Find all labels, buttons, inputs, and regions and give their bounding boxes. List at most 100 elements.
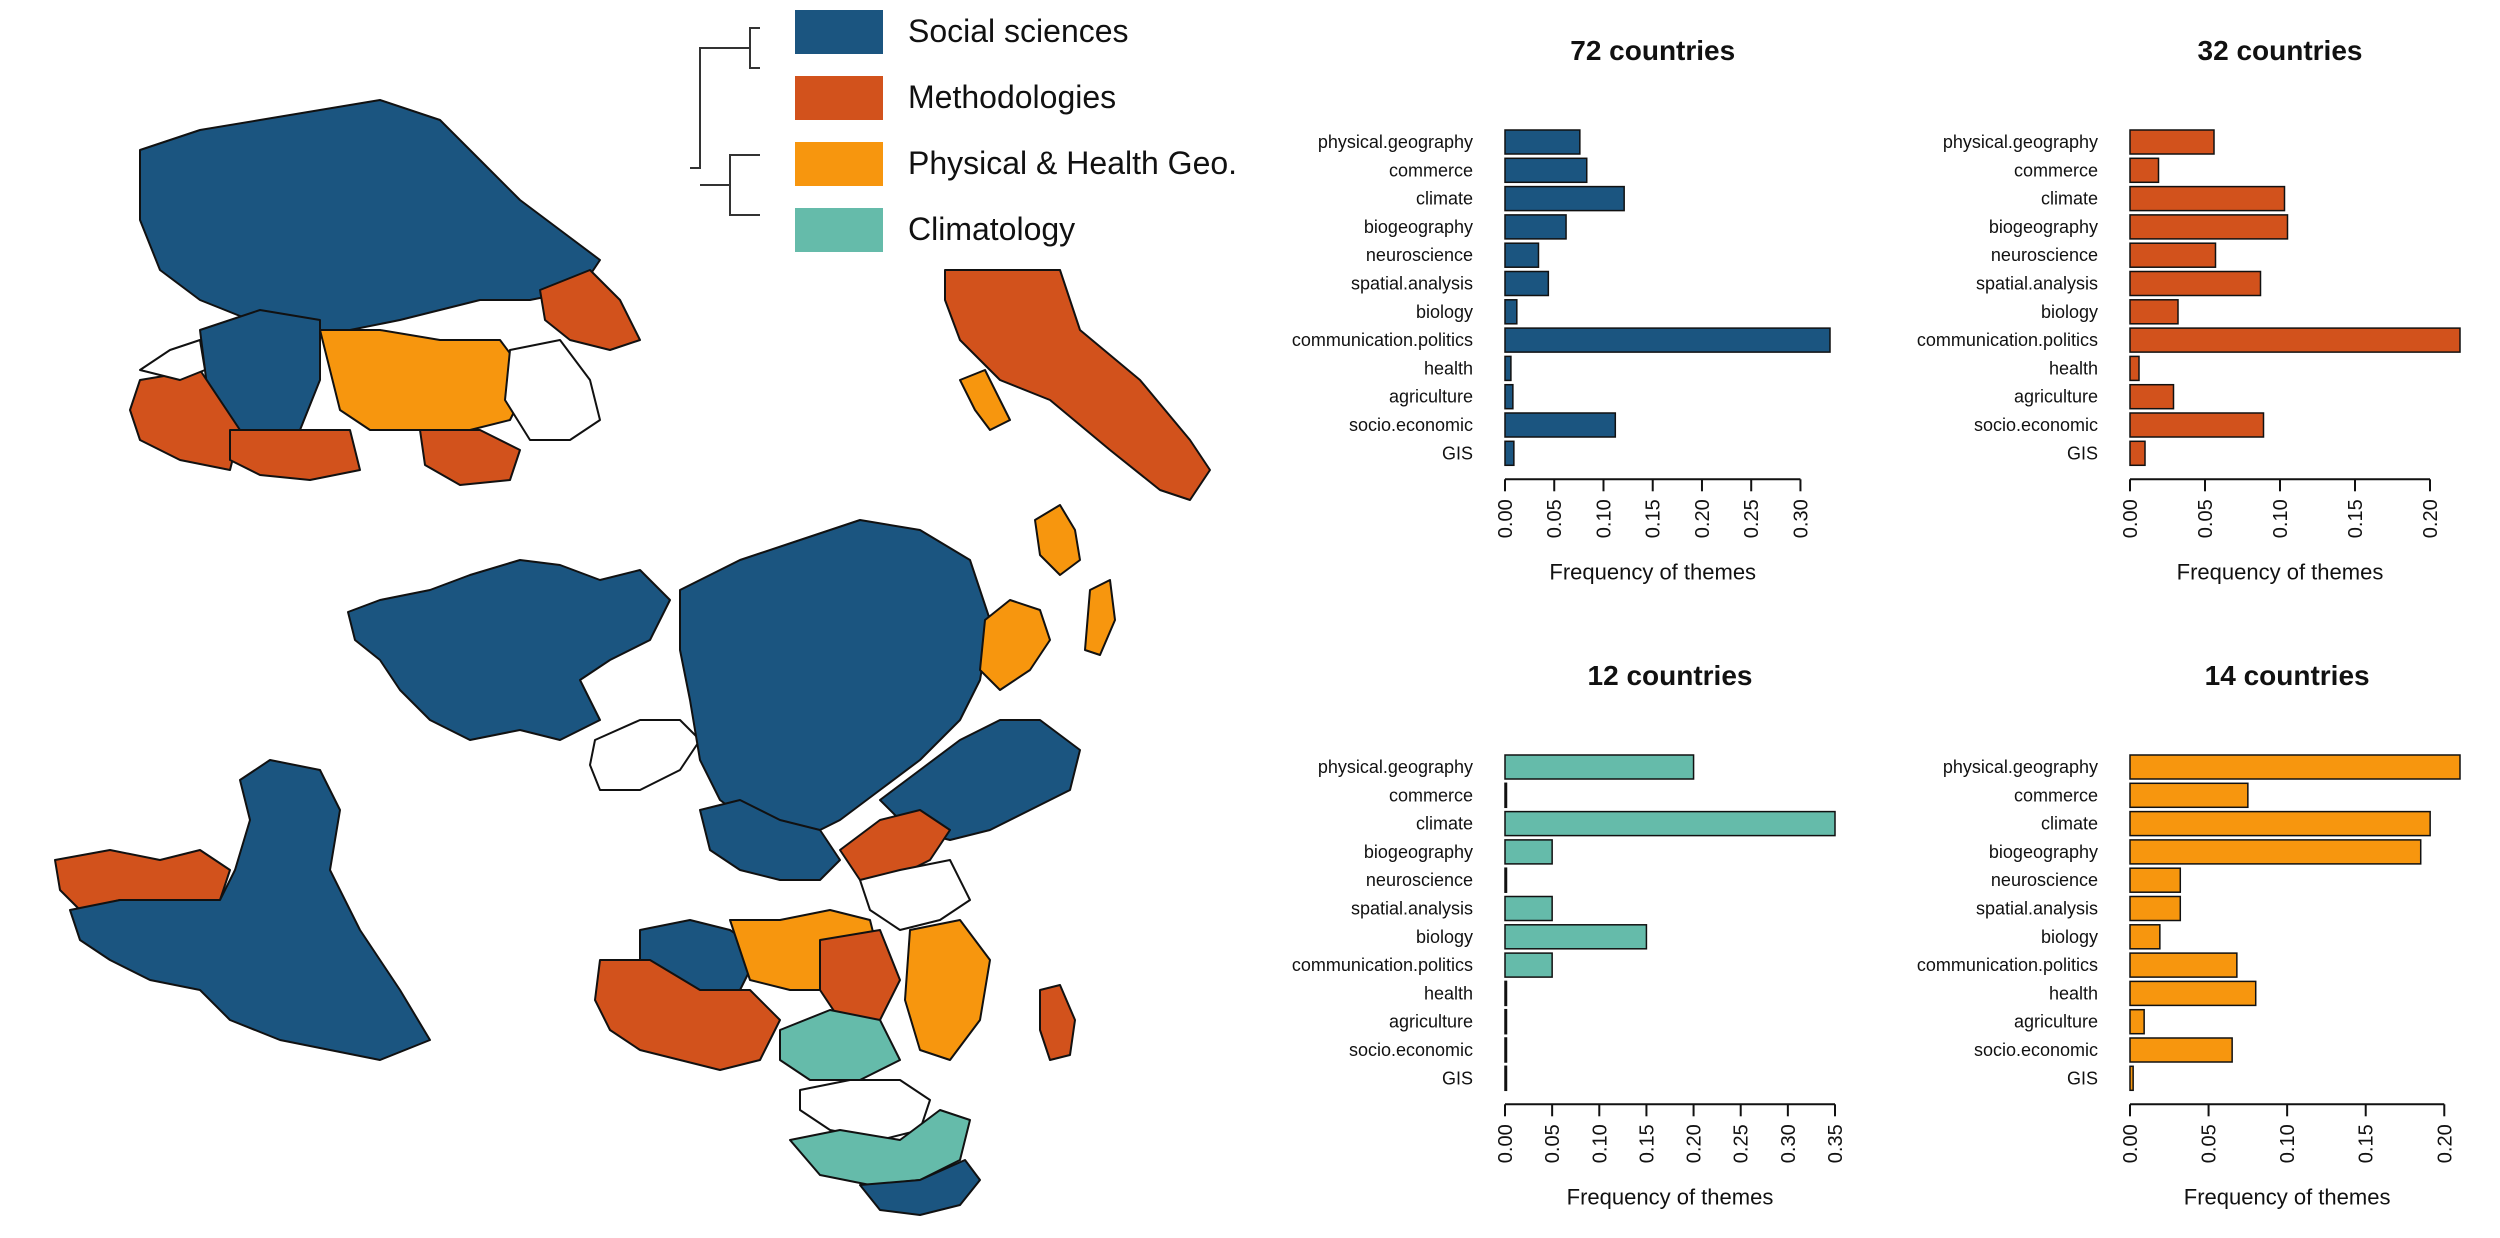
bar xyxy=(1504,867,1508,893)
bar xyxy=(2129,952,2238,978)
bar xyxy=(1504,1008,1508,1035)
bar xyxy=(1504,129,1581,155)
bar xyxy=(2129,327,2461,353)
panel-title: 72 countries xyxy=(1570,35,1735,66)
category-label: GIS xyxy=(2067,443,2098,463)
x-tick-label: 0.00 xyxy=(2120,1124,2142,1163)
bar xyxy=(2129,810,2431,837)
x-tick-label: 0.15 xyxy=(2345,499,2367,538)
bar xyxy=(1504,924,1648,950)
world-map xyxy=(54,269,1211,1216)
category-label: commerce xyxy=(2014,785,2098,805)
category-label: health xyxy=(2049,358,2098,378)
map-region-greenland xyxy=(589,719,701,791)
map-region-europe xyxy=(699,799,841,881)
map-region-africa-east xyxy=(904,919,991,1061)
bar xyxy=(1504,270,1550,297)
bar xyxy=(2129,867,2182,893)
category-label: socio.economic xyxy=(1349,1040,1473,1060)
category-label: commerce xyxy=(1389,160,1473,180)
x-tick-label: 0.15 xyxy=(1643,499,1665,538)
category-label: neuroscience xyxy=(1366,870,1473,890)
map-region-africa-west xyxy=(594,959,781,1071)
bar xyxy=(2129,129,2215,155)
bar xyxy=(1504,185,1625,212)
bar xyxy=(1504,810,1836,837)
bar xyxy=(1504,782,1508,809)
bar xyxy=(1504,839,1553,865)
bar xyxy=(2129,1037,2233,1063)
legend-label: Physical & Health Geo. xyxy=(908,145,1237,181)
x-tick-label: 0.15 xyxy=(2356,1124,2378,1163)
bar xyxy=(1504,412,1617,438)
bar xyxy=(2129,754,2461,780)
category-label: GIS xyxy=(1442,1068,1473,1088)
x-tick-label: 0.05 xyxy=(1542,1124,1564,1163)
category-label: biogeography xyxy=(1364,217,1473,237)
bar xyxy=(2129,980,2257,1007)
category-label: biogeography xyxy=(1989,217,2098,237)
bar-panel-3: 12 countries physical.geography commerce cl… xyxy=(1292,660,1847,1209)
category-label: agriculture xyxy=(2014,387,2098,407)
category-label: physical.geography xyxy=(1943,757,2098,777)
bar-panel-2: 32 countries physical.geography commerce cl… xyxy=(1917,35,2461,584)
x-tick-label: 0.30 xyxy=(1790,499,1812,538)
legend-swatch-physical xyxy=(795,142,883,186)
category-label: communication.politics xyxy=(1292,955,1473,975)
inset-region-white-west xyxy=(139,339,206,381)
x-tick-label: 0.05 xyxy=(2195,499,2217,538)
bar xyxy=(2129,895,2182,922)
map-region-islands-a xyxy=(959,369,1011,431)
category-label: biology xyxy=(1416,927,1473,947)
map-region-islands-c xyxy=(1084,579,1116,656)
category-label: communication.politics xyxy=(1917,955,2098,975)
x-tick-label: 0.25 xyxy=(1731,1124,1753,1163)
x-tick-label: 0.20 xyxy=(1692,499,1714,538)
category-label: climate xyxy=(1416,189,1473,209)
x-tick-label: 0.20 xyxy=(1684,1124,1706,1163)
legend-swatch-methods xyxy=(795,76,883,120)
category-label: neuroscience xyxy=(1991,245,2098,265)
bar xyxy=(1504,1037,1508,1063)
category-label: biogeography xyxy=(1364,842,1473,862)
category-label: biology xyxy=(2041,927,2098,947)
map-region-japan xyxy=(979,599,1051,691)
x-axis-label: Frequency of themes xyxy=(1567,1184,1774,1209)
bar xyxy=(1504,157,1588,184)
bar xyxy=(2129,1008,2145,1035)
dendrogram-icon xyxy=(690,27,760,216)
bar xyxy=(2129,185,2286,212)
x-tick-label: 0.20 xyxy=(2420,499,2442,538)
inset-region-west-africa xyxy=(129,369,241,471)
bar xyxy=(1504,754,1695,780)
category-label: climate xyxy=(1416,814,1473,834)
europe-inset-map xyxy=(129,99,641,486)
category-label: spatial.analysis xyxy=(1351,274,1473,294)
bar xyxy=(1504,952,1553,978)
legend: Social sciences Methodologies Physical & H… xyxy=(795,10,1237,252)
category-label: health xyxy=(1424,983,1473,1003)
bar xyxy=(2129,355,2140,382)
bar xyxy=(2129,157,2160,184)
panel-title: 32 countries xyxy=(2198,35,2363,66)
legend-swatch-climatology xyxy=(795,208,883,252)
map-region-madagascar xyxy=(1039,984,1076,1061)
x-tick-label: 0.35 xyxy=(1825,1124,1847,1163)
inset-region-sahara xyxy=(319,329,531,431)
category-label: neuroscience xyxy=(1991,870,2098,890)
category-label: agriculture xyxy=(1389,387,1473,407)
bar-panel-1: 72 countries physical.geography commerce cl… xyxy=(1292,35,1831,584)
x-tick-label: 0.25 xyxy=(1741,499,1763,538)
bar-panel-4: 14 countries physical.geography commerce cl… xyxy=(1917,660,2461,1209)
category-label: GIS xyxy=(2067,1068,2098,1088)
bar xyxy=(2129,412,2265,438)
x-tick-label: 0.20 xyxy=(2434,1124,2456,1163)
map-region-middle-east-b xyxy=(859,859,971,931)
category-label: commerce xyxy=(1389,785,1473,805)
category-label: socio.economic xyxy=(1974,1040,2098,1060)
category-label: spatial.analysis xyxy=(1351,899,1473,919)
bar xyxy=(2129,924,2161,950)
category-label: commerce xyxy=(2014,160,2098,180)
x-tick-label: 0.00 xyxy=(2120,499,2142,538)
panel-title: 14 countries xyxy=(2205,660,2370,691)
